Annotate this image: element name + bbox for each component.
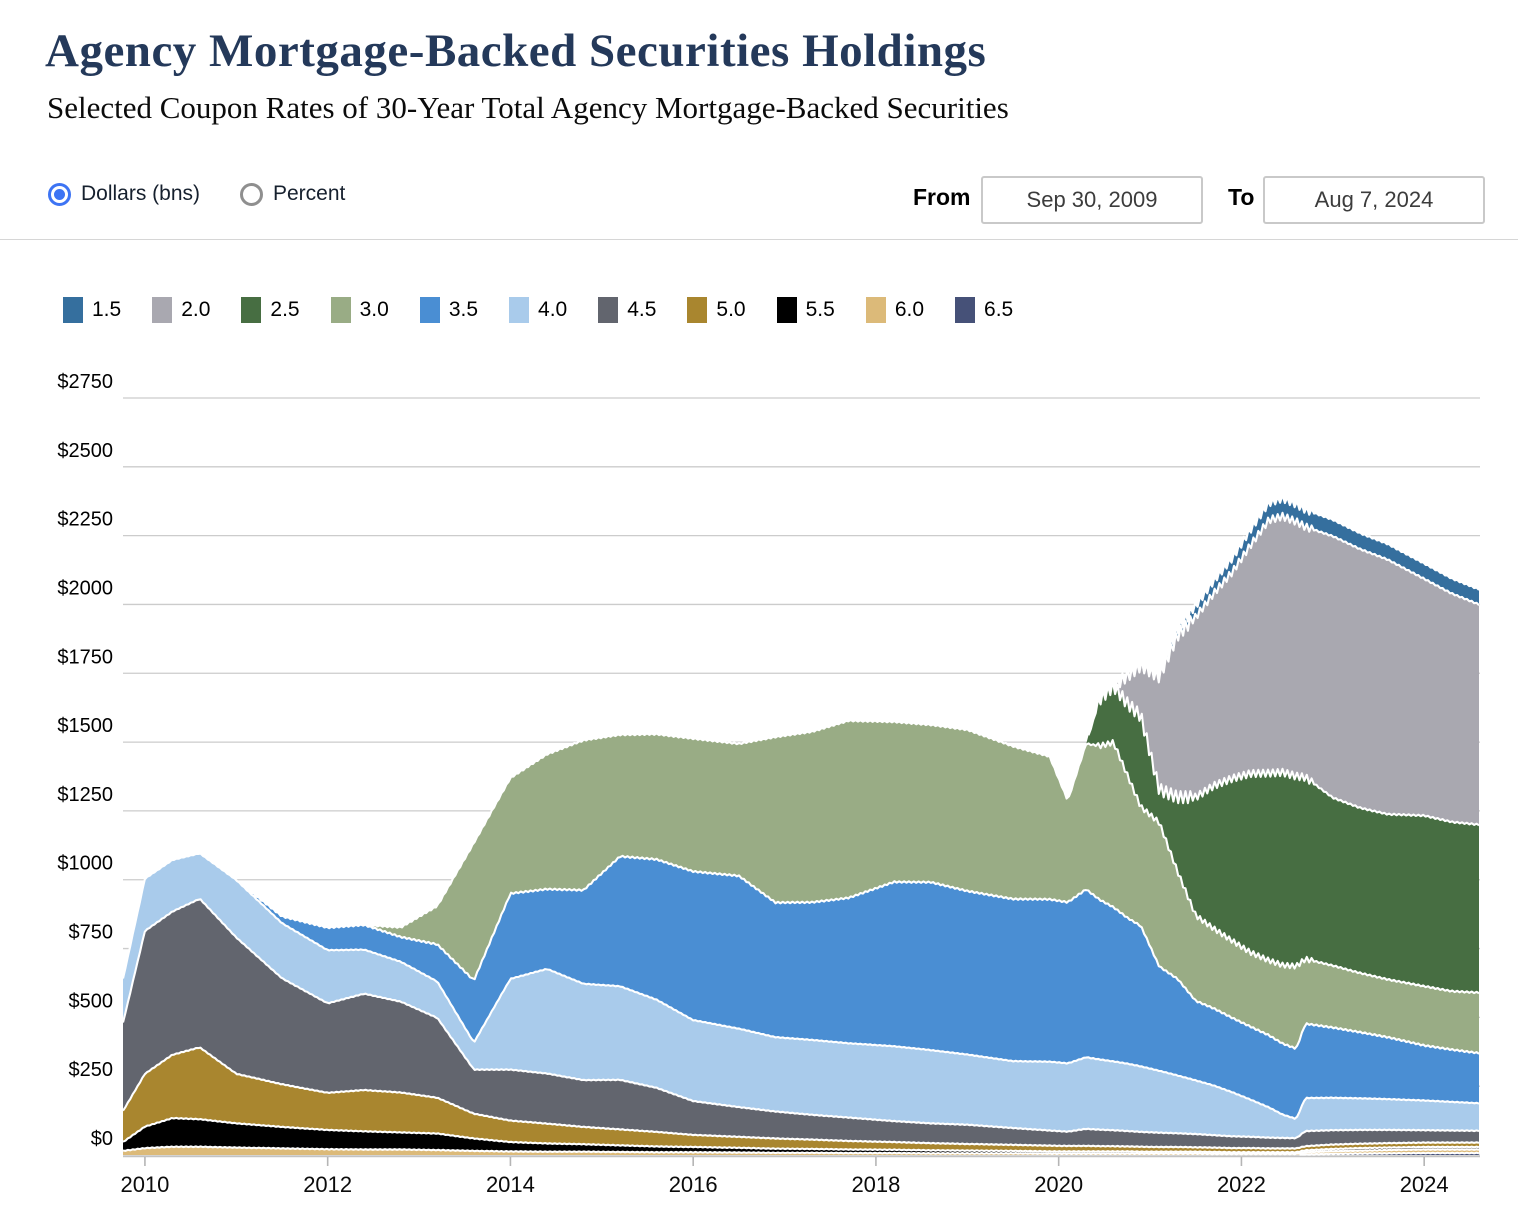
area-5.5	[123, 1117, 1479, 1155]
legend-label: 6.0	[894, 298, 925, 321]
y-tick-label: $750	[69, 922, 114, 944]
legend-label: 5.0	[716, 298, 746, 321]
separator-1.5	[1140, 493, 1480, 680]
separator-3.0	[365, 718, 1480, 995]
x-tick-label: 2014	[486, 1172, 535, 1197]
legend-swatch-6.0	[865, 297, 886, 323]
legend-item-4.5: 4.5	[598, 297, 656, 323]
x-tick-label: 2022	[1217, 1172, 1266, 1197]
y-tick-label: $2250	[57, 509, 113, 531]
unit-radio-percent[interactable]: Percent	[240, 182, 345, 206]
separator-6.0	[122, 1145, 1480, 1156]
legend-label: 2.0	[181, 298, 211, 321]
x-tick-label: 2012	[303, 1172, 352, 1197]
legend-item-1.5: 1.5	[63, 297, 121, 323]
unit-radio-percent-label: Percent	[273, 182, 346, 205]
x-tick-label: 2010	[120, 1172, 169, 1197]
area-5.0	[123, 1047, 1479, 1153]
legend-label: 3.0	[359, 298, 389, 321]
legend-item-6.0: 6.0	[865, 297, 925, 323]
y-tick-label: $1750	[57, 646, 113, 668]
area-6.0	[123, 1146, 1479, 1155]
x-tick-label: 2018	[851, 1172, 900, 1197]
x-tick-label: 2024	[1400, 1172, 1449, 1197]
y-tick-label: $1500	[57, 715, 113, 737]
legend-swatch-2.5	[241, 297, 262, 323]
area-4.5	[123, 899, 1479, 1149]
legend-item-3.5: 3.5	[419, 297, 479, 323]
legend-swatch-3.0	[330, 297, 351, 323]
legend-label: 1.5	[92, 298, 122, 321]
x-tick-label: 2020	[1034, 1172, 1083, 1197]
y-tick-label: $500	[69, 990, 114, 1012]
legend-label: 6.5	[984, 298, 1014, 321]
legend-item-5.5: 5.5	[776, 297, 835, 323]
legend-swatch-4.0	[509, 297, 530, 323]
area-series	[123, 494, 1479, 1155]
separator-4.5	[121, 898, 1480, 1140]
separator-4.0	[121, 852, 1480, 1120]
chart-legend: 1.5 2.0 2.5 3.0 3.5 4.0 4.5 5.0 5.5 6.0 6.5	[63, 297, 1013, 323]
legend-swatch-4.5	[598, 297, 619, 323]
legend-label: 2.5	[270, 298, 300, 321]
legend-item-3.0: 3.0	[330, 297, 389, 323]
page-title: Agency Mortgage-Backed Securities Holdin…	[45, 25, 987, 77]
legend-item-5.0: 5.0	[687, 297, 746, 323]
legend-swatch-5.5	[776, 297, 797, 323]
series-separators	[121, 493, 1480, 1157]
legend-swatch-5.0	[687, 297, 708, 323]
radio-unselected-icon	[240, 182, 263, 206]
unit-radio-dollars-label: Dollars (bns)	[81, 182, 201, 205]
unit-radio-dollars[interactable]: Dollars (bns)	[48, 182, 200, 206]
y-tick-label: $2750	[57, 371, 113, 393]
radio-selected-icon	[48, 182, 71, 206]
y-tick-label: $0	[91, 1128, 113, 1150]
page-subtitle: Selected Coupon Rates of 30-Year Total A…	[47, 90, 1009, 125]
y-tick-label: $2000	[57, 577, 113, 599]
legend-swatch-6.5	[955, 297, 976, 323]
y-tick-label: $1250	[57, 784, 113, 806]
legend-swatch-2.0	[152, 297, 173, 323]
y-tick-label: $1000	[57, 853, 113, 875]
axes: $0 $250 $500 $750 $1000 $1250 $1500 $1750 $2000 $…	[57, 371, 1480, 1197]
separator-2.5	[1087, 679, 1480, 827]
legend-item-4.0: 4.0	[509, 297, 567, 323]
y-tick-label: $2500	[57, 440, 113, 462]
area-2.5	[123, 680, 1479, 994]
from-label: From	[913, 184, 971, 210]
y-tick-label: $250	[69, 1059, 114, 1081]
to-date-input[interactable]	[1263, 176, 1485, 224]
legend-label: 4.5	[627, 298, 657, 321]
area-2.0	[123, 512, 1479, 979]
legend-swatch-1.5	[63, 297, 83, 323]
legend-swatch-3.5	[419, 297, 440, 323]
separator-5.0	[122, 1046, 1480, 1150]
from-date-input[interactable]	[981, 176, 1203, 224]
x-tick-label: 2016	[669, 1172, 718, 1197]
area-3.0	[123, 720, 1479, 1054]
separator-6.5	[1299, 1151, 1480, 1157]
divider	[0, 239, 1518, 240]
legend-label: 5.5	[805, 298, 835, 321]
legend-label: 3.5	[448, 298, 479, 321]
separator-3.5	[238, 854, 1480, 1055]
area-3.5	[123, 853, 1479, 1119]
legend-item-2.5: 2.5	[241, 297, 300, 323]
separator-5.5	[122, 1116, 1480, 1154]
legend-item-2.0: 2.0	[152, 297, 210, 323]
legend-item-6.5: 6.5	[955, 297, 1013, 323]
controls-row: Dollars (bns) Percent From To	[0, 170, 1518, 230]
to-label: To	[1228, 184, 1255, 210]
legend-label: 4.0	[538, 298, 568, 321]
stacked-area-chart: $0 $250 $500 $750 $1000 $1250 $1500 $1750 $2000 $…	[57, 371, 1480, 1197]
